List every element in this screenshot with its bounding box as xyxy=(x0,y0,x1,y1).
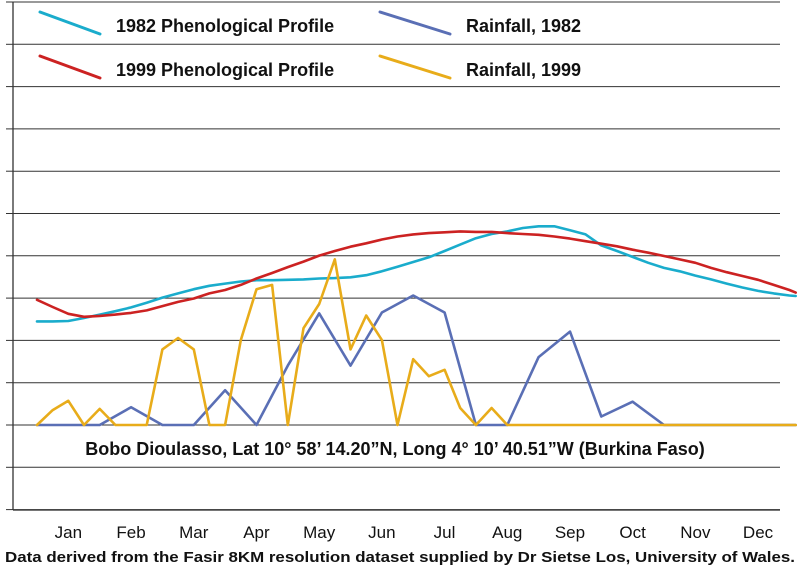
legend-swatch-3 xyxy=(378,10,452,36)
series-line-4 xyxy=(35,258,798,427)
x-tick-label-may: May xyxy=(303,523,336,542)
series-lines xyxy=(35,225,798,427)
x-axis-tick-labels: Jan Feb Mar Apr May Jun Jul Aug Sep Oct Nov Dec xyxy=(55,523,774,542)
x-tick-label-aug: Aug xyxy=(492,523,522,542)
location-annotation: Bobo Dioulasso, Lat 10° 58’ 14.20”N, Lon… xyxy=(85,439,705,459)
x-tick-label-jan: Jan xyxy=(55,523,82,542)
legend-label-4: Rainfall, 1999 xyxy=(466,60,581,80)
x-tick-label-apr: Apr xyxy=(243,523,270,542)
data-source-footer: Data derived from the Fasir 8KM resoluti… xyxy=(5,549,795,566)
legend-swatch-1 xyxy=(38,10,102,36)
x-tick-label-jun: Jun xyxy=(368,523,395,542)
series-line-1 xyxy=(35,225,798,323)
x-tick-label-sep: Sep xyxy=(555,523,585,542)
x-tick-label-nov: Nov xyxy=(680,523,711,542)
legend-label-3: Rainfall, 1982 xyxy=(466,16,581,36)
x-tick-label-feb: Feb xyxy=(116,523,145,542)
x-tick-label-dec: Dec xyxy=(743,523,774,542)
legend-label-1: 1982 Phenological Profile xyxy=(116,16,334,36)
x-tick-label-mar: Mar xyxy=(179,523,209,542)
x-tick-label-jul: Jul xyxy=(434,523,456,542)
legend-swatch-4 xyxy=(378,54,452,80)
legend: 1982 Phenological Profile 1999 Phenologic… xyxy=(38,10,581,80)
legend-label-2: 1999 Phenological Profile xyxy=(116,60,334,80)
series-line-2 xyxy=(35,230,798,319)
legend-swatch-2 xyxy=(38,54,102,80)
x-tick-label-oct: Oct xyxy=(619,523,646,542)
